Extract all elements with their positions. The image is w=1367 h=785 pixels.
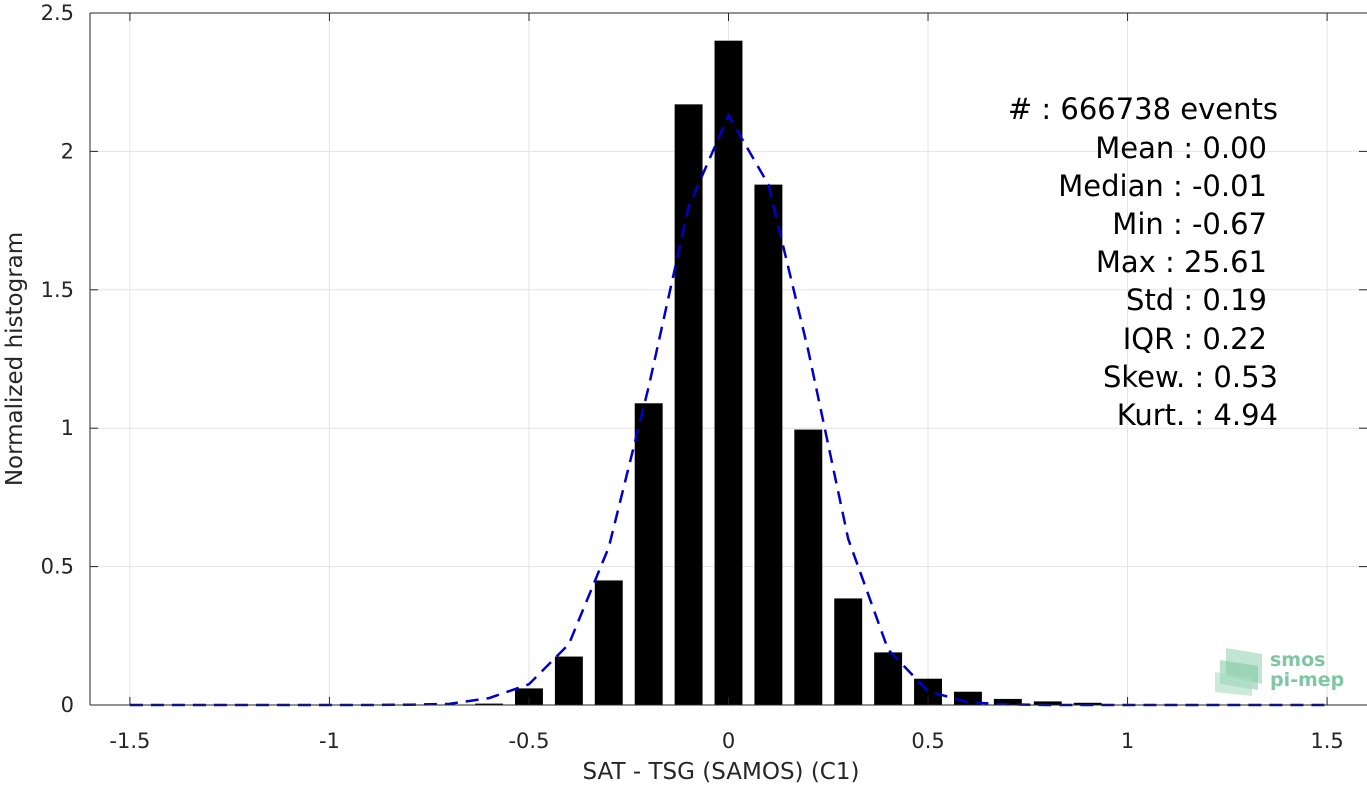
x-tick-label-3: 0 xyxy=(722,729,735,753)
histogram-bar-7 xyxy=(754,184,783,706)
logo-waves-icon xyxy=(1215,648,1262,696)
histogram-bar-3 xyxy=(594,580,623,705)
stat-events: # : 666738 events xyxy=(1008,92,1278,126)
stat-std: Std : 0.19 xyxy=(1126,283,1267,317)
histogram-bar-10 xyxy=(874,652,903,705)
histogram-bar-4 xyxy=(634,403,663,705)
stat-min: Min : -0.67 xyxy=(1112,207,1267,241)
logo-text-line2: pi-mep xyxy=(1270,669,1344,691)
histogram-bar-9 xyxy=(834,598,863,705)
stat-skewness: Skew. : 0.53 xyxy=(1103,360,1278,394)
x-tick-label-4: 0.5 xyxy=(911,729,944,753)
y-tick-label-0: 0 xyxy=(61,693,74,717)
histogram-bar-12 xyxy=(953,691,982,705)
histogram-bar-8 xyxy=(794,429,823,705)
smos-pimep-logo: smos pi-mep xyxy=(1215,648,1344,696)
histogram-bar-2 xyxy=(554,656,583,705)
logo-text-line1: smos xyxy=(1270,649,1325,671)
histogram-bar-0 xyxy=(475,703,504,705)
x-tick-labels: -1.5 -1 -0.5 0 0.5 1 1.5 xyxy=(109,729,1343,753)
y-tick-label-2: 1 xyxy=(61,416,74,440)
stat-max: Max : 25.61 xyxy=(1096,245,1267,279)
x-tick-label-2: -0.5 xyxy=(508,729,549,753)
y-axis-label: Normalized histogram xyxy=(2,232,28,486)
axes-frame xyxy=(89,12,1367,706)
stat-mean: Mean : 0.00 xyxy=(1095,131,1267,165)
x-tick-label-5: 1 xyxy=(1121,729,1134,753)
y-tick-label-1: 0.5 xyxy=(41,555,74,579)
stat-kurtosis: Kurt. : 4.94 xyxy=(1117,398,1278,432)
histogram-bar-6 xyxy=(714,40,743,706)
x-axis-label: SAT - TSG (SAMOS) (C1) xyxy=(583,759,860,785)
y-tick-label-5: 2.5 xyxy=(41,1,74,25)
histogram-bar-1 xyxy=(515,688,543,705)
histogram-bars xyxy=(475,40,1102,706)
y-tick-labels: 0 0.5 1 1.5 2 2.5 xyxy=(41,1,74,717)
x-tick-label-6: 1.5 xyxy=(1310,729,1343,753)
y-tick-label-3: 1.5 xyxy=(41,278,74,302)
stat-median: Median : -0.01 xyxy=(1058,169,1267,203)
y-tick-label-4: 2 xyxy=(61,139,74,163)
x-tick-label-1: -1 xyxy=(319,729,340,753)
histogram-bar-5 xyxy=(674,104,703,706)
histogram-bar-13 xyxy=(993,698,1022,705)
stat-iqr: IQR : 0.22 xyxy=(1123,322,1267,356)
x-tick-label-0: -1.5 xyxy=(109,729,150,753)
histogram-bar-14 xyxy=(1033,701,1062,705)
statistics-annotation: # : 666738 events Mean : 0.00 Median : -… xyxy=(1008,92,1278,432)
